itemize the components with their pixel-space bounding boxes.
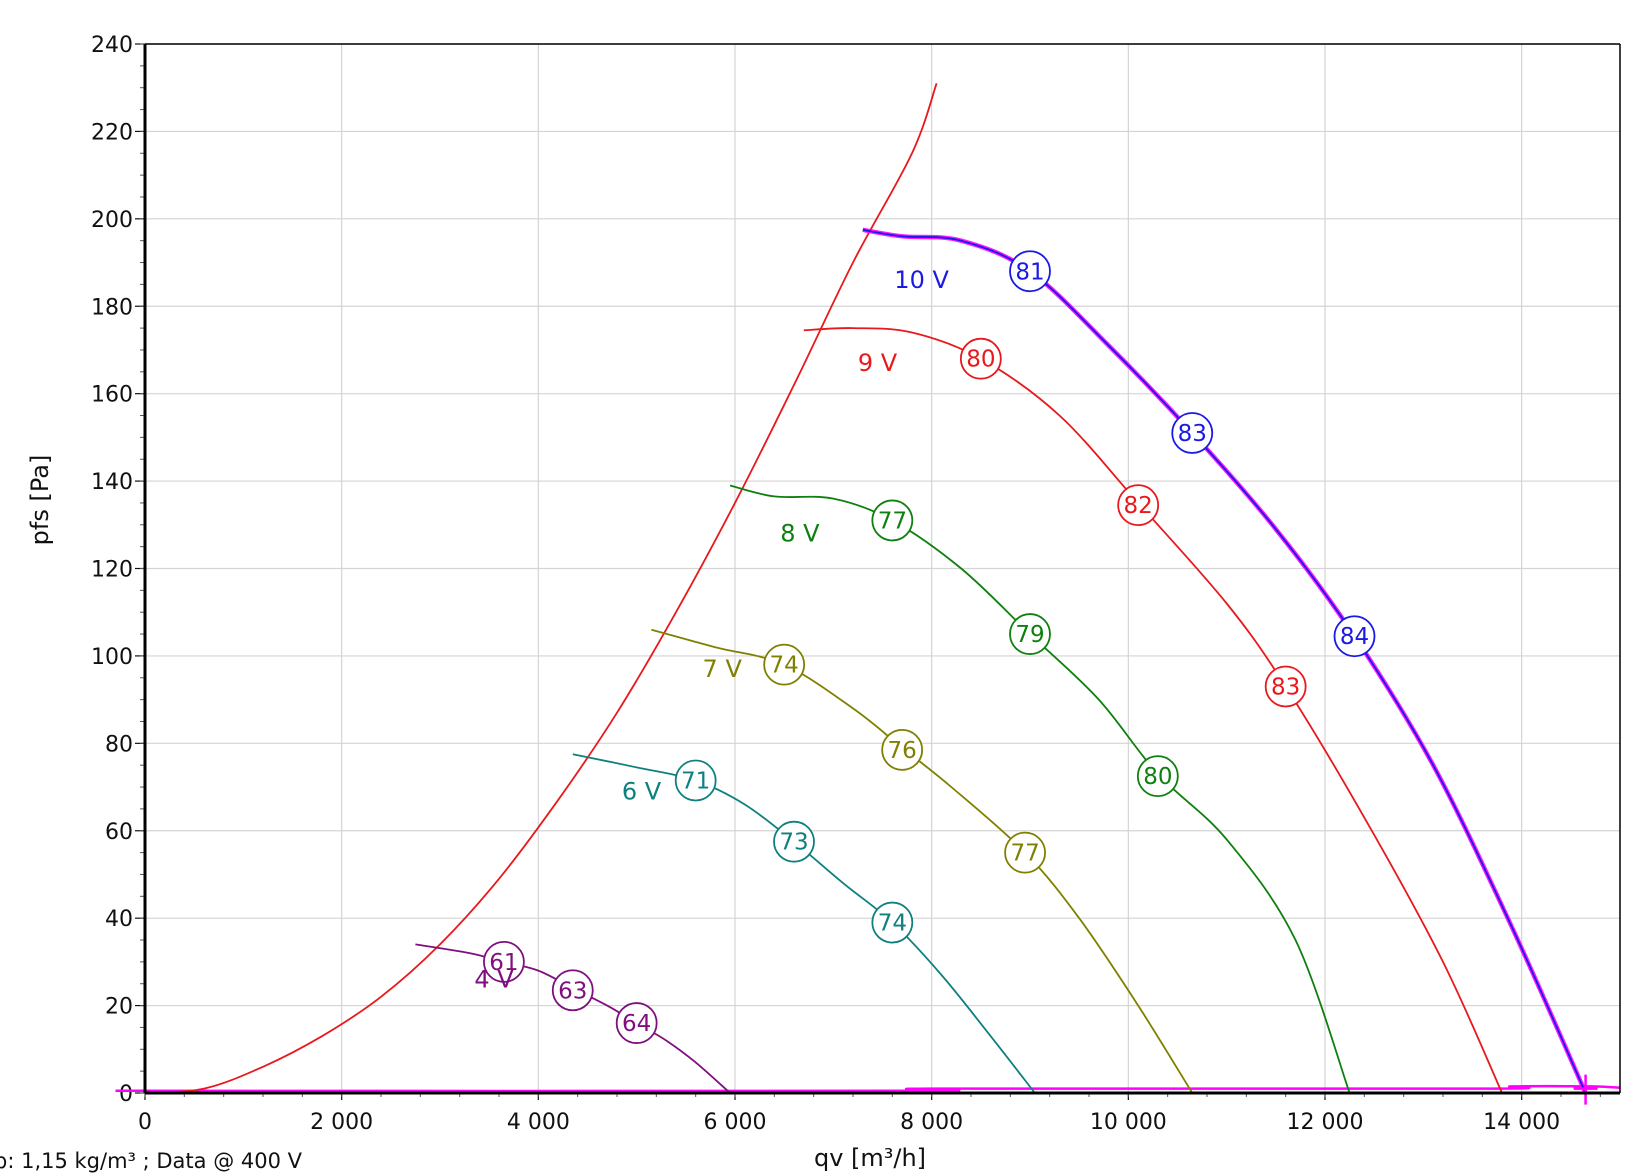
x-tick-label: 8 000 (900, 1110, 963, 1135)
efficiency-marker-label: 77 (878, 508, 907, 534)
y-tick-label: 160 (91, 383, 133, 408)
system-curve (144, 83, 938, 1094)
footnote: ρ: 1,15 kg/m³ ; Data @ 400 V (0, 1149, 303, 1173)
efficiency-marker-label: 80 (1143, 764, 1172, 790)
efficiency-marker (615, 1002, 658, 1044)
efficiency-marker-label: 76 (888, 738, 917, 764)
series-curve (651, 628, 1194, 1094)
efficiency-marker (1171, 412, 1214, 454)
series-labels: 4 V 6 V 7 V 8 V 9 V 10 V (474, 266, 949, 993)
efficiency-marker (871, 901, 914, 944)
efficiency-marker-label: 82 (1124, 493, 1153, 519)
efficiency-marker (1136, 755, 1179, 798)
x-tick-label: 12 000 (1287, 1110, 1364, 1135)
series-curve (729, 484, 1351, 1094)
series-curve (572, 753, 1036, 1094)
grid-lines (145, 43, 1620, 1093)
efficiency-marker (773, 820, 815, 863)
efficiency-marker-label: 79 (1015, 622, 1044, 648)
series-curve (862, 228, 1587, 1094)
y-tick-label: 40 (105, 907, 133, 932)
efficiency-marker-label: 77 (1010, 841, 1039, 867)
efficiency-marker-label: 80 (966, 347, 995, 373)
y-tick-label: 80 (105, 732, 133, 757)
efficiency-marker-label: 81 (1015, 259, 1044, 285)
y-tick-label: 120 (91, 558, 133, 583)
efficiency-marker-label: 61 (489, 950, 518, 976)
axes (143, 43, 1621, 1095)
y-tick-label: 20 (105, 995, 133, 1020)
efficiency-marker (483, 940, 525, 983)
efficiency-marker (551, 969, 594, 1012)
y-tick-label: 220 (91, 120, 133, 145)
efficiency-marker (674, 759, 717, 802)
series-label: 6 V (622, 777, 662, 805)
efficiency-marker (871, 499, 914, 542)
x-tick-label: 14 000 (1483, 1110, 1560, 1135)
x-axis-title: qv [m³/h] (814, 1144, 926, 1172)
x-tick-label: 10 000 (1090, 1110, 1167, 1135)
series-label: 4 V (474, 965, 514, 993)
efficiency-marker-label: 83 (1178, 421, 1207, 447)
efficiency-marker (881, 728, 924, 771)
efficiency-marker-label: 63 (558, 978, 587, 1004)
series-label: 7 V (703, 655, 743, 683)
efficiency-marker-label: 74 (878, 911, 907, 937)
efficiency-marker (763, 643, 806, 686)
y-axis-title: pfs [Pa] (26, 455, 54, 546)
y-tick-label: 60 (105, 820, 133, 845)
baseline-curve (115, 1084, 1621, 1093)
x-tick-label: 0 (138, 1110, 152, 1135)
series-label: 8 V (780, 520, 820, 548)
efficiency-marker-label: 84 (1340, 624, 1369, 650)
efficiency-marker (1264, 665, 1307, 708)
x-tick-label: 2 000 (310, 1110, 373, 1135)
y-tick-label: 180 (91, 295, 133, 320)
efficiency-marker (959, 337, 1002, 380)
series-label: 10 V (894, 266, 949, 294)
efficiency-marker (1004, 831, 1046, 874)
efficiency-marker-label: 83 (1271, 675, 1300, 701)
series-curve (803, 327, 1503, 1094)
efficiency-marker-label: 71 (681, 768, 710, 794)
efficiency-marker (1333, 615, 1376, 658)
y-tick-label: 0 (119, 1082, 133, 1107)
x-tick-label: 6 000 (704, 1110, 767, 1135)
efficiency-marker-label: 74 (770, 653, 799, 679)
series-label: 9 V (858, 349, 898, 377)
efficiency-markers: 61 63 64 71 73 74 74 76 77 77 79 80 80 82 83 81 83 84 (483, 250, 1598, 1105)
y-tick-label: 140 (91, 470, 133, 495)
y-tick-label: 100 (91, 645, 133, 670)
efficiency-marker-label: 64 (622, 1011, 651, 1037)
axis-ticks: 0 2 000 4 000 6 000 8 000 10 000 12 000 14 000 0… (91, 33, 1601, 1135)
x-tick-label: 4 000 (507, 1110, 570, 1135)
efficiency-marker (1009, 613, 1051, 655)
series-curve (415, 943, 731, 1094)
efficiency-marker (1117, 484, 1160, 527)
y-tick-label: 200 (91, 208, 133, 233)
efficiency-marker (1009, 250, 1051, 293)
efficiency-marker-label: 73 (779, 830, 808, 856)
y-tick-label: 240 (91, 33, 133, 58)
